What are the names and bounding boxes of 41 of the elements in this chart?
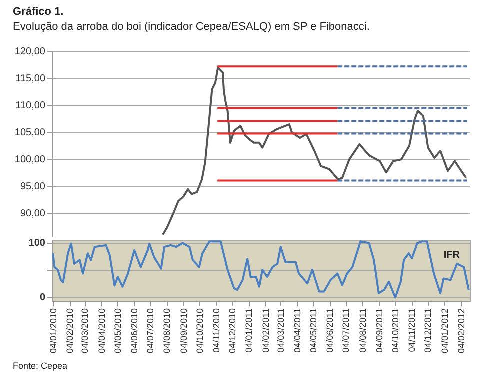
y-tick-label: 0 — [40, 292, 46, 304]
x-tick-label: 04/02/2012 — [456, 308, 466, 354]
series-label: IFR — [444, 250, 461, 261]
x-tick-label: 04/01/2012 — [440, 308, 450, 354]
x-tick-label: 04/12/2010 — [228, 308, 238, 354]
x-tick-label: 04/10/2011 — [390, 308, 400, 353]
chart-subtitle: Evolução da arroba do boi (indicador Cepea/ESALQ) em SP e Fibonacci. — [13, 21, 370, 33]
x-tick-label: 04/06/2010 — [129, 308, 140, 354]
x-tick-label: 04/02/2011 — [260, 308, 271, 353]
line-series — [52, 240, 470, 299]
x-tick-label: 04/03/2011 — [276, 308, 286, 353]
x-tick-label: 04/05/2011 — [308, 308, 318, 353]
x-tick-label: 04/12/2011 — [423, 308, 434, 353]
y-tick-label: 120,00 — [14, 46, 46, 58]
x-tick-label: 04/06/2011 — [325, 308, 336, 353]
x-tick-label: 04/10/2010 — [194, 308, 205, 354]
x-tick-label: 04/07/2011 — [341, 308, 352, 353]
line-series — [162, 66, 468, 236]
x-tick-label: 04/05/2010 — [112, 308, 123, 354]
x-tick-label: 04/01/2011 — [244, 308, 254, 353]
x-tick-label: 04/07/2010 — [146, 308, 156, 354]
source-note: Fonte: Cepea — [12, 361, 68, 371]
y-tick-label: 90,00 — [20, 208, 46, 220]
y-tick-label: 105,00 — [14, 128, 46, 139]
x-tick-label: 04/09/2010 — [178, 308, 189, 354]
x-tick-label: 04/01/2010 — [48, 308, 59, 354]
y-tick-label: 100,00 — [14, 154, 46, 166]
x-tick-label: 04/11/2010 — [211, 308, 222, 353]
y-tick-label: 100 — [28, 238, 46, 250]
x-tick-label: 04/04/2010 — [96, 308, 107, 354]
y-tick-label: 115,00 — [16, 74, 46, 85]
y-tick-label: 110,00 — [16, 100, 46, 112]
chart-title: Gráfico 1. — [13, 6, 64, 18]
x-tick-label: 04/08/2011 — [358, 308, 368, 353]
x-tick-label: 04/03/2010 — [80, 308, 90, 354]
x-tick-label: 04/09/2011 — [374, 308, 384, 353]
x-tick-label: 04/08/2010 — [162, 308, 172, 354]
x-tick-label: 04/04/2011 — [292, 308, 302, 353]
x-tick-label: 04/11/2011 — [407, 308, 418, 352]
y-tick-label: 95,00 — [20, 182, 46, 193]
x-tick-label: 04/02/2010 — [65, 308, 76, 354]
